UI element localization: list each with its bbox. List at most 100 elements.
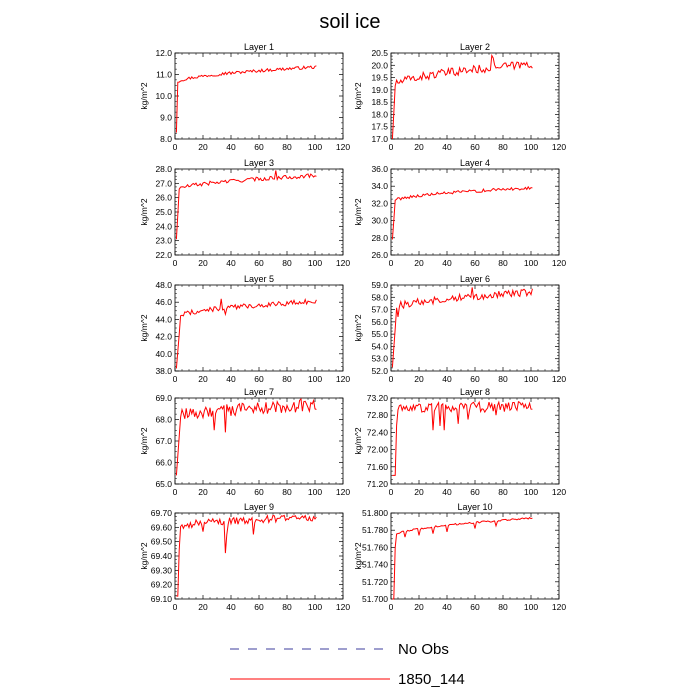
x-tick-label: 0	[173, 602, 178, 612]
panel-layer-10: Layer 10 0 20 40 60 80 100 120 51.700 51.720 51.74…	[353, 502, 566, 612]
x-tick-label: 60	[254, 602, 264, 612]
x-tick-label: 0	[173, 487, 178, 497]
x-tick-label: 60	[254, 142, 264, 152]
panel-title-layer-5: Layer 5	[244, 274, 274, 284]
x-tick-label: 80	[282, 258, 292, 268]
y-tick-label: 17.0	[371, 134, 388, 144]
y-tick-label: 24.0	[155, 221, 172, 231]
panel-layer-3: Layer 3 0 20 40 60 80 100 120 22.0 23.0 24.0 25.0 26…	[139, 158, 350, 268]
x-tick-label: 100	[308, 374, 322, 384]
x-tick-label: 60	[470, 374, 480, 384]
x-tick-label: 80	[498, 142, 508, 152]
x-tick-label: 100	[524, 142, 538, 152]
y-tick-label: 28.0	[155, 164, 172, 174]
y-axis-label-layer-8: kg/m^2	[353, 427, 363, 454]
y-tick-label: 36.0	[371, 164, 388, 174]
series-line-1850-144-layer-2	[391, 53, 533, 140]
x-tick-label: 80	[282, 142, 292, 152]
x-tick-label: 60	[470, 142, 480, 152]
y-tick-label: 59.0	[371, 280, 388, 290]
panel-title-layer-7: Layer 7	[244, 387, 274, 397]
y-tick-label: 55.0	[371, 329, 388, 339]
y-tick-label: 17.5	[371, 122, 388, 132]
y-tick-label: 71.20	[367, 479, 389, 489]
y-tick-label: 65.0	[155, 479, 172, 489]
x-tick-label: 120	[336, 602, 350, 612]
plot-frame-layer-4	[390, 168, 560, 256]
panel-layer-7: Layer 7 0 20 40 60 80 100 120 65.0 66.0 67.0 68.0 69…	[139, 387, 350, 497]
x-tick-label: 100	[308, 487, 322, 497]
panel-title-layer-2: Layer 2	[460, 42, 490, 52]
x-tick-label: 80	[498, 258, 508, 268]
x-tick-label: 120	[552, 487, 566, 497]
y-axis-label-layer-1: kg/m^2	[139, 82, 149, 109]
x-tick-label: 40	[226, 142, 236, 152]
x-tick-label: 60	[254, 487, 264, 497]
y-axis-label-layer-9: kg/m^2	[139, 542, 149, 569]
panel-layer-2: Layer 2 0 20 40 60 80 100 120 17.0 17.5 18.0 18.5 19…	[353, 42, 566, 152]
y-tick-label: 67.0	[155, 436, 172, 446]
panel-layer-1: Layer 1 0 20 40 60 80 100 120 8.0 9.0 10.0 11.0 12.0…	[139, 42, 350, 152]
x-tick-label: 20	[198, 374, 208, 384]
x-tick-label: 20	[414, 258, 424, 268]
x-tick-label: 60	[254, 374, 264, 384]
figure-title: soil ice	[319, 11, 380, 33]
y-tick-label: 11.0	[156, 70, 172, 80]
y-tick-label: 51.780	[362, 525, 388, 535]
x-tick-label: 20	[414, 374, 424, 384]
x-tick-label: 0	[389, 374, 394, 384]
panel-title-layer-10: Layer 10	[457, 502, 492, 512]
x-tick-label: 0	[173, 374, 178, 384]
panel-layer-4: Layer 4 0 20 40 60 80 100 120 26.0 28.0 30.0 32.0 34…	[353, 158, 566, 268]
x-tick-label: 120	[336, 374, 350, 384]
x-tick-label: 0	[173, 258, 178, 268]
x-tick-label: 100	[524, 374, 538, 384]
series-line-1850-144-layer-4	[391, 185, 533, 240]
legend-no-obs-label: No Obs	[398, 641, 449, 658]
x-tick-label: 120	[552, 142, 566, 152]
x-tick-label: 20	[414, 487, 424, 497]
y-tick-label: 54.0	[371, 341, 388, 351]
x-tick-label: 0	[389, 142, 394, 152]
y-tick-label: 28.0	[371, 233, 388, 243]
x-tick-label: 120	[336, 142, 350, 152]
y-axis-label-layer-3: kg/m^2	[139, 198, 149, 225]
y-tick-label: 9.0	[160, 113, 172, 123]
y-tick-label: 69.0	[155, 393, 172, 403]
x-tick-label: 60	[470, 258, 480, 268]
x-tick-label: 80	[282, 602, 292, 612]
y-tick-label: 56.0	[371, 317, 388, 327]
y-tick-label: 23.0	[155, 236, 172, 246]
y-tick-label: 66.0	[155, 458, 172, 468]
y-tick-label: 30.0	[371, 216, 388, 226]
plot-frame-layer-1	[174, 52, 344, 140]
x-tick-label: 60	[254, 258, 264, 268]
y-tick-label: 38.0	[155, 366, 172, 376]
x-tick-label: 20	[198, 258, 208, 268]
y-tick-label: 32.0	[371, 198, 388, 208]
y-tick-label: 51.800	[362, 508, 388, 518]
y-tick-label: 10.0	[155, 91, 172, 101]
x-tick-label: 100	[524, 602, 538, 612]
y-tick-label: 34.0	[371, 181, 388, 191]
x-tick-label: 40	[226, 602, 236, 612]
series-line-1850-144-layer-6	[391, 287, 533, 368]
y-tick-label: 51.760	[362, 542, 388, 552]
y-tick-label: 51.740	[362, 560, 388, 570]
y-tick-label: 26.0	[371, 250, 388, 260]
y-tick-label: 8.0	[160, 134, 172, 144]
x-tick-label: 100	[524, 258, 538, 268]
y-tick-label: 52.0	[371, 366, 388, 376]
plot-frame-layer-2	[390, 52, 560, 140]
y-tick-label: 51.700	[362, 594, 388, 604]
y-axis-label-layer-4: kg/m^2	[353, 198, 363, 225]
y-tick-label: 69.30	[151, 565, 173, 575]
y-tick-label: 22.0	[155, 250, 172, 260]
y-tick-label: 26.0	[155, 193, 172, 203]
y-tick-label: 18.5	[371, 97, 388, 107]
y-tick-label: 51.720	[362, 577, 388, 587]
x-tick-label: 80	[498, 487, 508, 497]
x-tick-label: 0	[389, 487, 394, 497]
y-tick-label: 12.0	[155, 48, 172, 58]
